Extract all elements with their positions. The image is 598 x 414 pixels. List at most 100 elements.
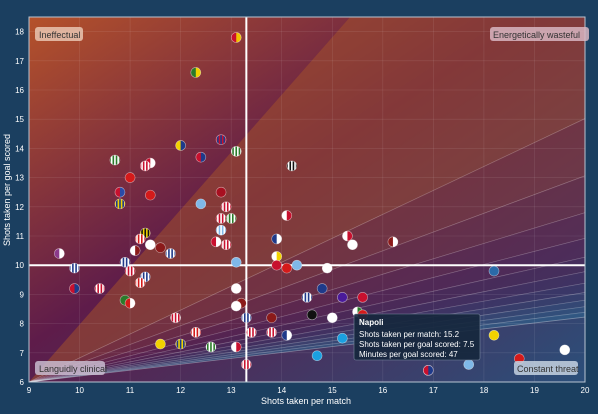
y-tick-label: 10	[15, 261, 24, 270]
data-point	[230, 256, 242, 268]
efficiency-band	[29, 212, 585, 382]
data-point-stripe	[225, 239, 227, 250]
data-point-stripe	[139, 277, 141, 288]
axes: 9 10 11 12 13 14 15 16 17 18 19 20 6 7 8 9 10 11 12 13 14 15 1…	[15, 16, 590, 395]
data-point-stripe	[206, 341, 209, 352]
data-point-stripes	[126, 266, 135, 277]
y-tick-label: 6	[20, 378, 25, 387]
data-point-outline	[195, 198, 207, 210]
data-point-outline	[129, 245, 141, 256]
data-point-stripe	[147, 228, 150, 239]
data-point-outline	[124, 297, 136, 309]
data-point	[488, 329, 500, 341]
data-point	[215, 213, 227, 224]
y-tick-label: 11	[16, 232, 25, 241]
data-point	[109, 154, 121, 166]
data-point-outline	[145, 239, 156, 251]
data-point-stripe	[142, 233, 145, 244]
data-point	[139, 227, 151, 239]
x-tick-label: 13	[227, 386, 236, 395]
data-point-stripe	[174, 312, 177, 323]
quadrant-label-top-left-text: Ineffectual	[39, 30, 80, 40]
data-point	[241, 359, 252, 370]
data-point-stripes	[191, 327, 200, 338]
quadrant-label-bottom-right-text: Constant threat	[517, 364, 579, 374]
data-point-outline	[215, 186, 227, 198]
data-point-outline	[134, 233, 146, 245]
data-point-fill	[216, 187, 227, 198]
data-point-fill	[337, 292, 348, 303]
data-point-stripe	[303, 292, 305, 303]
data-point-stripe	[73, 263, 76, 274]
data-point-stripe	[222, 239, 224, 250]
y-tick-label: 17	[15, 57, 24, 66]
data-point-outline	[94, 283, 106, 294]
data-point	[94, 283, 106, 294]
data-point-stripe	[132, 266, 135, 277]
data-point-stripe	[253, 327, 256, 338]
y-tick-label: 15	[15, 115, 24, 124]
data-point-fill	[489, 330, 500, 341]
data-point-stripe	[195, 327, 197, 338]
data-point-stripe	[230, 213, 232, 224]
data-point-stripe	[144, 160, 147, 171]
data-point-stripe	[179, 339, 182, 350]
data-point	[230, 32, 242, 43]
data-point-outline	[114, 198, 126, 210]
data-point-outline	[488, 265, 500, 277]
data-point-outline	[205, 341, 217, 353]
data-point-fill	[145, 239, 156, 250]
quadrant-label-top-right-text: Energetically wasteful	[493, 30, 580, 40]
data-point-stripes	[166, 248, 175, 259]
data-point	[281, 329, 293, 341]
data-point-stripe	[220, 225, 222, 236]
data-point-outline	[423, 365, 434, 376]
data-point-outline	[321, 262, 333, 274]
data-point-outline	[301, 292, 313, 303]
y-tick-label: 18	[15, 28, 24, 37]
data-point	[69, 283, 80, 294]
y-tick-label: 13	[15, 174, 24, 183]
data-point-stripe	[223, 134, 226, 145]
data-point-stripe	[306, 292, 308, 303]
data-point-half	[74, 283, 80, 294]
data-point-stripes	[217, 225, 226, 236]
data-point-stripes	[141, 160, 150, 171]
data-point	[321, 262, 333, 274]
data-point-stripes	[217, 213, 226, 224]
data-point-stripe	[223, 225, 226, 236]
data-point	[205, 341, 217, 353]
data-point-stripes	[217, 134, 226, 145]
data-point-stripes	[70, 263, 79, 274]
data-point	[129, 245, 141, 256]
data-point-stripe	[144, 271, 147, 282]
data-point-outline	[109, 154, 121, 166]
data-point-stripe	[220, 213, 222, 224]
data-point	[155, 242, 166, 253]
data-point	[271, 259, 282, 271]
data-point	[316, 283, 328, 294]
data-point-half	[180, 140, 186, 151]
data-point-stripe	[294, 160, 296, 171]
data-point-stripe	[141, 160, 143, 171]
data-point-outline	[134, 277, 146, 289]
data-point-stripe	[242, 312, 244, 323]
data-point-outline	[145, 189, 156, 201]
data-point-outline	[241, 312, 252, 324]
data-point-stripe	[119, 198, 121, 209]
data-point-outline	[230, 146, 242, 157]
data-point-stripe	[274, 327, 276, 338]
data-point-outline	[316, 283, 328, 294]
y-tick-label: 7	[20, 349, 25, 358]
data-point-stripe	[144, 228, 147, 239]
data-point-stripes	[247, 327, 256, 338]
data-point-half	[200, 152, 206, 163]
plot-area	[29, 17, 585, 382]
data-point-stripes	[232, 146, 241, 157]
data-point	[114, 198, 126, 210]
data-point	[134, 233, 146, 245]
data-point	[155, 338, 166, 350]
data-point-stripe	[228, 239, 231, 250]
quadrant-label-top-right: Energetically wasteful	[490, 27, 589, 41]
data-point	[175, 140, 186, 151]
